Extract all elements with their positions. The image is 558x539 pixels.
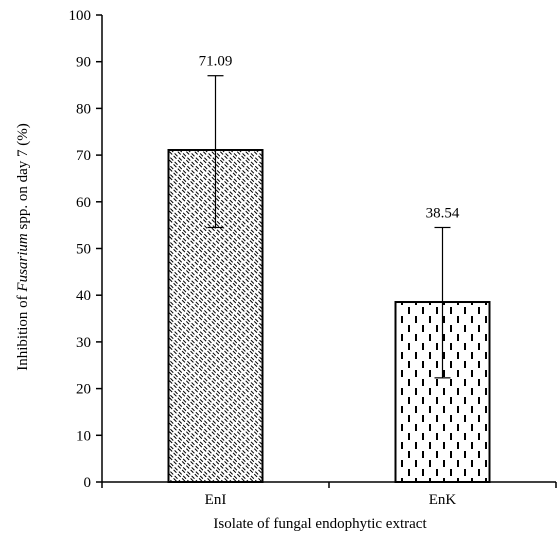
x-axis-title: Isolate of fungal endophytic extract xyxy=(213,516,427,532)
y-tick-label: 90 xyxy=(76,55,91,71)
y-axis-ticks: 0 10 20 30 40 50 60 70 80 90 100 xyxy=(69,8,102,491)
error-bars xyxy=(207,75,451,379)
x-axis-ticks: EnI EnK xyxy=(101,482,557,508)
y-axis-title-suffix: spp. on day 7 (%) xyxy=(15,123,31,233)
y-tick-label: 30 xyxy=(76,335,91,351)
data-label-eni: 71.09 xyxy=(199,54,233,70)
y-tick-label: 50 xyxy=(76,242,91,258)
y-tick-label: 0 xyxy=(84,475,92,491)
y-tick-label: 60 xyxy=(76,195,91,211)
data-label-enk: 38.54 xyxy=(426,205,460,221)
data-labels: 71.09 38.54 xyxy=(199,54,460,222)
y-tick-label: 20 xyxy=(76,382,91,398)
y-tick-label: 40 xyxy=(76,288,91,304)
y-tick-label: 100 xyxy=(69,8,92,24)
y-axis-title-prefix: Inhibition of xyxy=(15,292,31,371)
y-tick-label: 70 xyxy=(76,148,91,164)
y-axis-title-italic: Fusarium xyxy=(15,233,31,293)
y-tick-label: 10 xyxy=(76,428,91,444)
x-tick-label-eni: EnI xyxy=(205,492,227,508)
y-axis-title: Inhibition of Fusarium spp. on day 7 (%) xyxy=(15,123,31,371)
y-tick-label: 80 xyxy=(76,101,91,117)
x-tick-label-enk: EnK xyxy=(429,492,457,508)
bars xyxy=(167,149,491,483)
